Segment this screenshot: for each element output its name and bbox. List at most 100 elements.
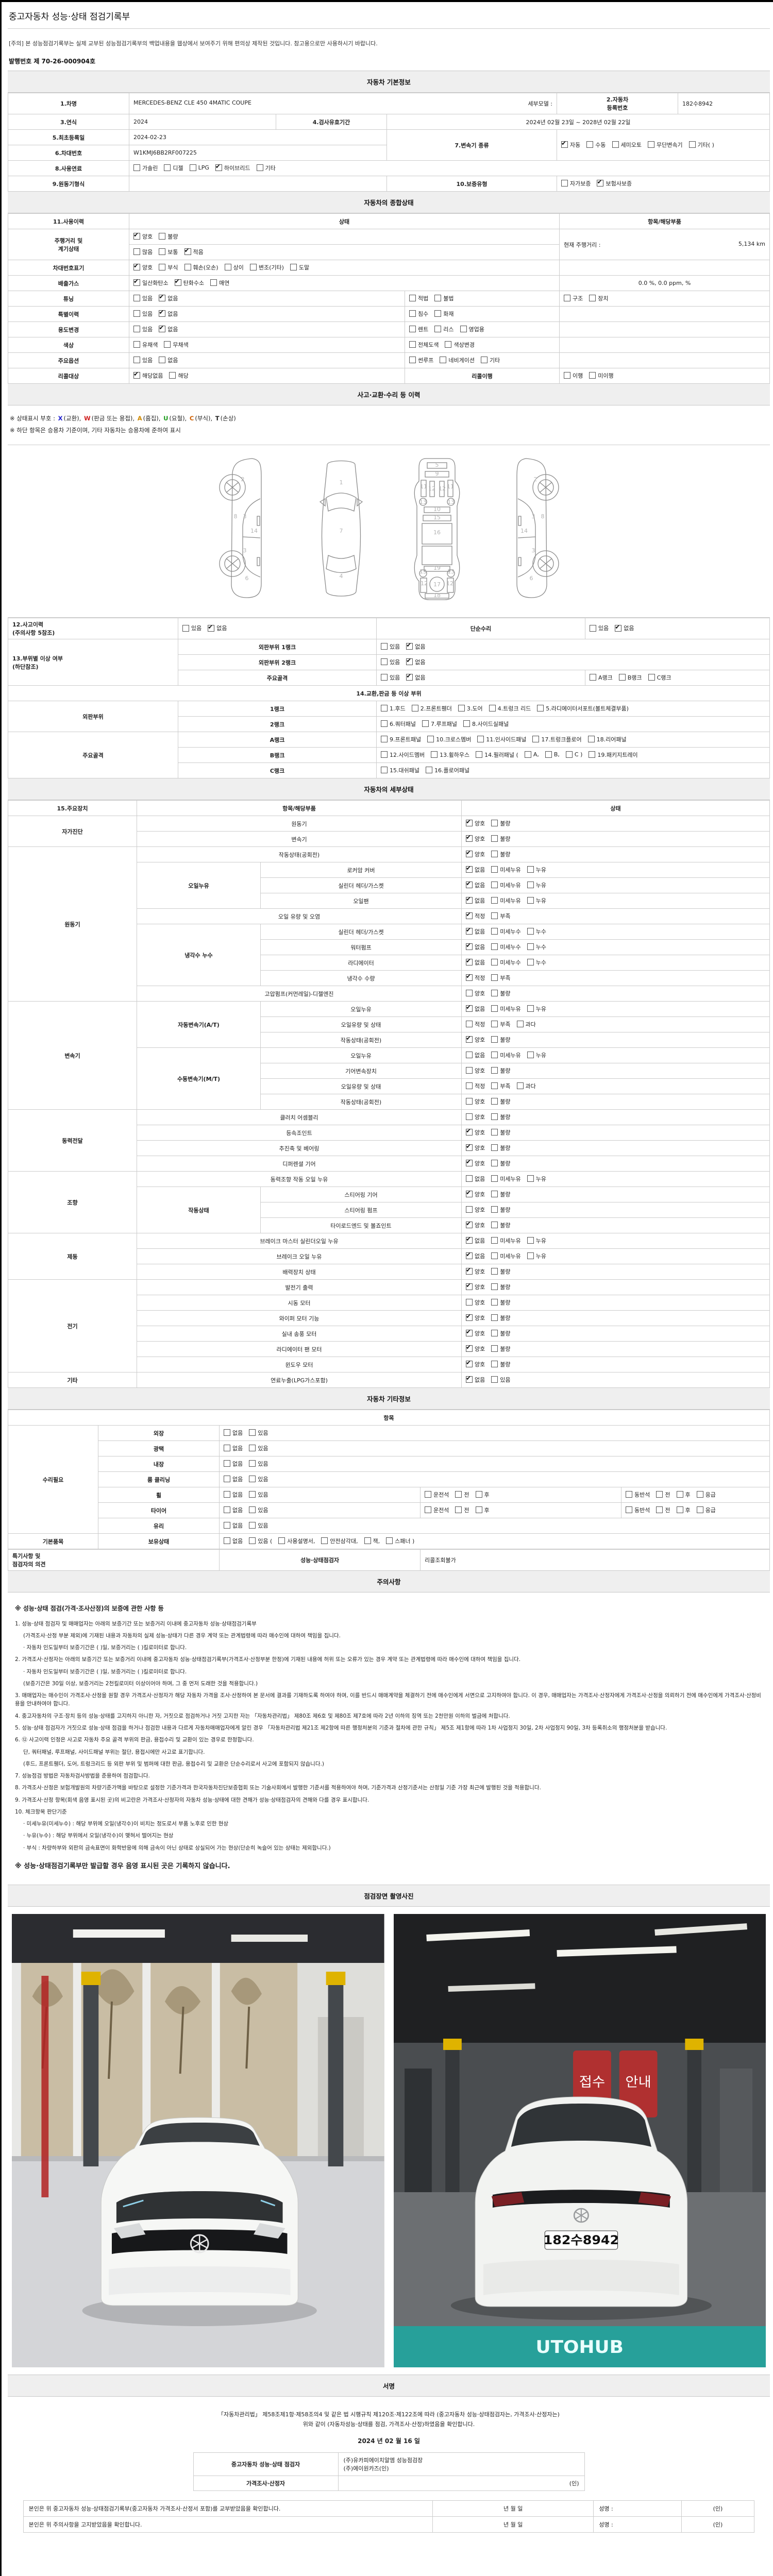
checkbox-box[interactable] <box>364 1537 371 1545</box>
checkbox-box[interactable] <box>409 326 416 333</box>
checkbox-box[interactable] <box>133 357 140 364</box>
checkbox-box[interactable] <box>256 164 263 172</box>
checkbox[interactable]: 미세누유 <box>491 1005 521 1013</box>
checkbox[interactable]: 없음 <box>224 1475 243 1483</box>
checkbox[interactable]: 동반석 <box>626 1506 650 1514</box>
checkbox-box[interactable] <box>491 1129 498 1136</box>
checkbox-box[interactable] <box>406 657 413 666</box>
checkbox[interactable]: 있음 <box>381 642 400 651</box>
checkbox-box[interactable] <box>466 1266 473 1275</box>
checkbox-box[interactable] <box>491 1175 498 1182</box>
checkbox-box[interactable] <box>626 1491 632 1498</box>
checkbox[interactable]: 있음 <box>133 294 153 302</box>
checkbox[interactable]: 동반석 <box>626 1490 650 1499</box>
checkbox[interactable]: 불량 <box>491 1190 511 1198</box>
checkbox-box[interactable] <box>133 326 140 333</box>
checkbox[interactable]: 없음 <box>224 1537 243 1545</box>
checkbox[interactable]: 양호 <box>466 1206 485 1214</box>
checkbox-box[interactable] <box>133 248 140 256</box>
checkbox[interactable]: 19.패키지트레이 <box>589 751 638 759</box>
checkbox[interactable]: 있음 <box>249 1506 268 1514</box>
checkbox-box[interactable] <box>491 1376 498 1383</box>
checkbox[interactable]: 미세누유 <box>491 866 521 874</box>
checkbox[interactable]: 불량 <box>491 835 511 843</box>
checkbox-box[interactable] <box>491 990 498 997</box>
checkbox-box[interactable] <box>466 1235 473 1244</box>
checkbox[interactable]: 없음 <box>466 942 485 951</box>
checkbox-box[interactable] <box>174 278 181 286</box>
checkbox[interactable]: 미세누수 <box>491 958 521 967</box>
checkbox-box[interactable] <box>527 897 534 904</box>
checkbox-box[interactable] <box>527 959 534 966</box>
checkbox[interactable]: 양호 <box>466 1328 485 1337</box>
checkbox[interactable]: 적정 <box>466 1082 485 1090</box>
checkbox[interactable]: C랭크 <box>648 673 671 682</box>
checkbox-box[interactable] <box>411 705 418 712</box>
checkbox-box[interactable] <box>466 1098 473 1105</box>
checkbox-box[interactable] <box>696 1491 703 1498</box>
checkbox-box[interactable] <box>290 264 297 271</box>
checkbox-box[interactable] <box>491 820 498 827</box>
checkbox-box[interactable] <box>491 1098 498 1105</box>
checkbox-box[interactable] <box>249 1445 256 1452</box>
checkbox-box[interactable] <box>466 1067 473 1074</box>
checkbox[interactable]: 없음 <box>466 895 485 905</box>
checkbox-box[interactable] <box>133 231 140 240</box>
checkbox-box[interactable] <box>466 1375 473 1383</box>
checkbox[interactable]: 없음 <box>224 1521 243 1530</box>
checkbox[interactable]: 있음 <box>381 658 400 666</box>
checkbox-box[interactable] <box>564 295 570 302</box>
checkbox[interactable]: 적음 <box>184 247 204 256</box>
checkbox-box[interactable] <box>215 163 222 172</box>
checkbox-box[interactable] <box>431 751 438 758</box>
checkbox-box[interactable] <box>475 1491 482 1498</box>
checkbox-box[interactable] <box>466 865 473 873</box>
checkbox-box[interactable] <box>466 926 473 935</box>
checkbox-box[interactable] <box>406 641 413 650</box>
checkbox-box[interactable] <box>445 341 452 348</box>
checkbox[interactable]: 수동 <box>586 141 606 149</box>
checkbox[interactable]: 없음 <box>224 1444 243 1452</box>
checkbox-box[interactable] <box>381 720 388 727</box>
checkbox-box[interactable] <box>466 1035 473 1043</box>
checkbox-box[interactable] <box>615 623 622 632</box>
checkbox-box[interactable] <box>466 1206 473 1213</box>
checkbox[interactable]: 없음 <box>466 926 485 936</box>
checkbox-box[interactable] <box>466 1052 473 1059</box>
checkbox[interactable]: 있음 <box>249 1490 268 1499</box>
checkbox-box[interactable] <box>249 264 257 271</box>
checkbox-box[interactable] <box>586 141 594 148</box>
checkbox-box[interactable] <box>224 1522 230 1529</box>
checkbox[interactable]: 불량 <box>491 1298 511 1307</box>
checkbox[interactable]: 운전석 <box>425 1490 449 1499</box>
checkbox-box[interactable] <box>249 1506 256 1514</box>
checkbox[interactable]: 불량 <box>491 1314 511 1322</box>
checkbox[interactable]: 누수 <box>527 943 546 951</box>
checkbox[interactable]: 부족 <box>491 974 511 982</box>
checkbox[interactable]: 후 <box>475 1490 490 1499</box>
checkbox-box[interactable] <box>466 1004 473 1012</box>
checkbox[interactable]: 양호 <box>466 1158 485 1167</box>
checkbox-box[interactable] <box>491 897 498 904</box>
checkbox-box[interactable] <box>527 1237 534 1244</box>
checkbox[interactable]: 없음 <box>466 865 485 874</box>
checkbox[interactable]: 부족 <box>491 912 511 920</box>
checkbox-box[interactable] <box>477 736 484 743</box>
checkbox-box[interactable] <box>466 834 473 842</box>
checkbox[interactable]: B, <box>545 751 560 758</box>
checkbox[interactable]: 불량 <box>491 1066 511 1075</box>
checkbox[interactable]: 없음 <box>466 1251 485 1260</box>
checkbox-box[interactable] <box>527 943 534 951</box>
checkbox-box[interactable] <box>476 751 483 758</box>
checkbox[interactable]: 있음 <box>249 1429 268 1437</box>
checkbox-box[interactable] <box>466 1282 473 1291</box>
checkbox[interactable]: 없음 <box>208 623 227 632</box>
checkbox-box[interactable] <box>422 720 429 727</box>
checkbox-box[interactable] <box>133 310 140 317</box>
checkbox[interactable]: 15.대쉬패널 <box>381 766 419 774</box>
checkbox[interactable]: 불량 <box>491 819 511 827</box>
checkbox-box[interactable] <box>425 767 432 774</box>
checkbox[interactable]: 없음 <box>159 293 178 302</box>
checkbox-box[interactable] <box>491 1237 498 1244</box>
checkbox[interactable]: 없음 <box>466 1235 485 1245</box>
